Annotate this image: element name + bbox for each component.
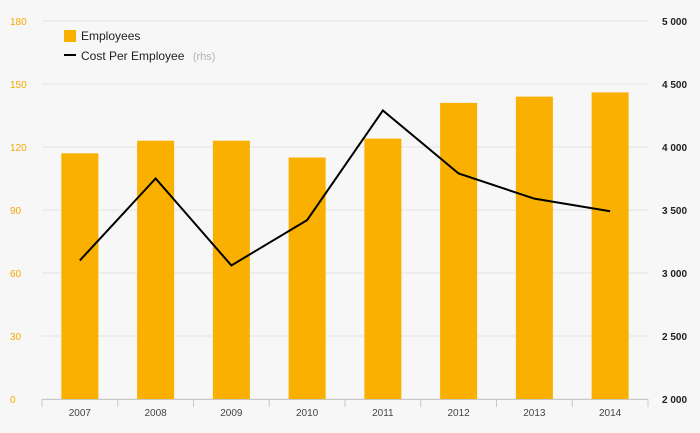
x-tick-label-2011: 2011 [372,408,394,419]
legend-label-employees: Employees [81,29,140,43]
legend-label-cost-suffix: (rhs) [193,51,216,63]
left-tick-label: 150 [10,80,27,91]
line-series [79,108,611,267]
x-tick-label-2010: 2010 [296,408,319,419]
right-tick-label: 4 500 [662,80,687,91]
right-axis: 2 000 2 500 3 000 3 500 4 000 4 500 5 000 [662,17,687,406]
bar-employees-2012 [440,102,478,400]
legend-label-cost-name: Cost Per Employee [81,49,185,63]
left-axis: 0 30 60 90 120 150 180 [10,17,27,406]
left-tick-label: 0 [10,395,16,406]
bar-employees-2008 [137,140,175,399]
line-cost-per-employee [79,108,611,267]
right-tick-label: 4 000 [662,143,687,154]
bar-employees-2011 [364,138,402,399]
right-tick-label: 2 500 [662,332,687,343]
bar-employees-2014 [591,92,629,400]
right-tick-label: 5 000 [662,17,687,28]
x-tick-label-2008: 2008 [145,408,168,419]
x-tick-label-2009: 2009 [220,408,243,419]
x-axis: 2007 2008 2009 2010 2011 2012 2013 2014 [41,399,649,419]
legend-label-cost: Cost Per Employee (rhs) [81,47,215,64]
bar-employees-2009 [212,140,250,399]
grid [42,20,648,400]
bar-employees-2010 [288,157,326,399]
x-tick-label-2014: 2014 [599,408,622,419]
left-tick-label: 90 [10,206,22,217]
left-tick-label: 60 [10,269,22,280]
bars [61,92,629,400]
x-tick-label-2013: 2013 [523,408,546,419]
bar-employees-2013 [515,96,553,399]
x-tick-label-2007: 2007 [69,408,92,419]
x-tick-label-2012: 2012 [448,408,471,419]
right-tick-label: 3 500 [662,206,687,217]
bar-employees-2007 [61,153,99,399]
legend: Employees Cost Per Employee (rhs) [64,29,215,64]
legend-swatch-employees [64,30,76,42]
right-tick-label: 2 000 [662,395,687,406]
left-tick-label: 120 [10,143,27,154]
left-tick-label: 180 [10,17,27,28]
left-tick-label: 30 [10,332,22,343]
right-tick-label: 3 000 [662,269,687,280]
